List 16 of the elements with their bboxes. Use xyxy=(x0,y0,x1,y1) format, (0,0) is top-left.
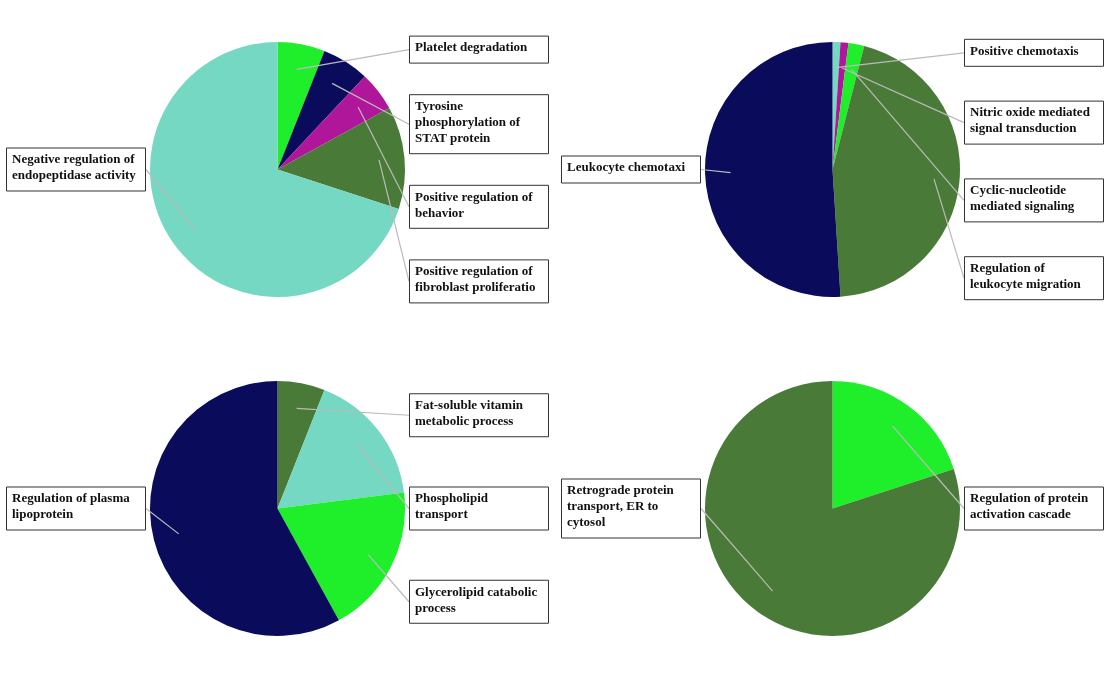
slice-label: Regulation of leukocyte migration xyxy=(970,260,1082,292)
slice-label: Leukocyte chemotaxi xyxy=(567,159,686,175)
slice-label: Retrograde protein transport, ER to cytosol xyxy=(567,482,675,530)
slice-label: Positive chemotaxis xyxy=(970,42,1079,58)
slice-label: Glycerolipid catabolic process xyxy=(415,583,538,615)
slice-label: Regulation of protein activation cascade xyxy=(970,490,1089,522)
slice-label: Positive regulation of fibroblast proliferatio xyxy=(415,263,536,295)
slice-label: Nitric oxide mediated signal transduction xyxy=(970,104,1091,136)
slice-label: Positive regulation of behavior xyxy=(415,188,534,220)
slice-label: Fat-soluble vitamin metabolic process xyxy=(415,397,524,429)
slice-label: Phospholipid transport xyxy=(415,490,489,522)
slice-label: Tyrosine phosphorylation of STAT protein xyxy=(415,98,521,146)
slice-label: Regulation of plasma lipoprotein xyxy=(12,490,131,522)
slice-label: Cyclic-nucleotide mediated signaling xyxy=(970,182,1075,214)
slice-label: Negative regulation of endopeptidase activity xyxy=(12,151,137,183)
slice-label: Platelet degradation xyxy=(415,39,529,55)
